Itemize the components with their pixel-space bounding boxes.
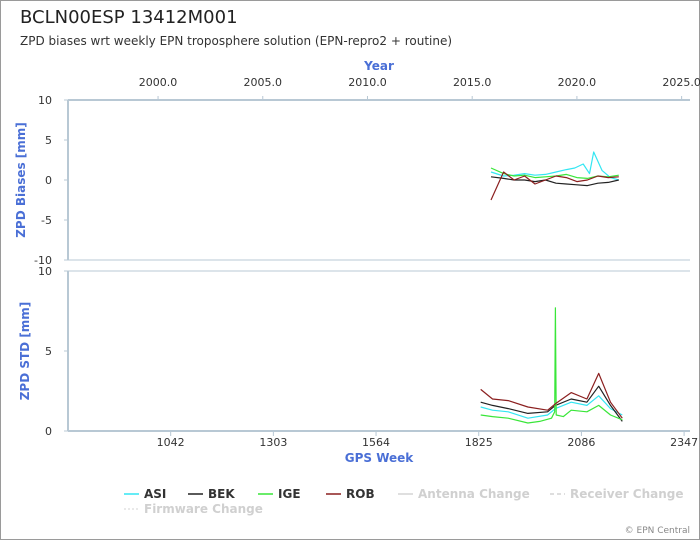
week-axis-label: GPS Week — [345, 451, 415, 465]
week-tick-label: 2086 — [567, 436, 595, 449]
std-series-rob — [480, 372, 623, 419]
week-tick-label: 1303 — [259, 436, 287, 449]
credit-text: © EPN Central — [624, 526, 690, 536]
legend-label-rob: ROB — [346, 487, 375, 501]
std-y-axis-label: ZPD STD [mm] — [18, 302, 32, 401]
bias-y-axis-label: ZPD Biases [mm] — [14, 122, 28, 238]
bias-series-rob — [490, 171, 619, 201]
legend-label-firmware-change: Firmware Change — [144, 502, 263, 516]
chart-title: BCLN00ESP 13412M001 — [20, 7, 238, 28]
std-y-tick-label: 5 — [45, 345, 52, 358]
week-tick-label: 1042 — [157, 436, 185, 449]
week-tick-label: 1564 — [362, 436, 390, 449]
bias-series-bek — [490, 176, 619, 187]
legend-label-bek: BEK — [208, 487, 235, 501]
bias-y-tick-label: -10 — [34, 254, 52, 267]
legend-label-receiver-change: Receiver Change — [570, 487, 684, 501]
std-series-asi — [480, 395, 623, 419]
std-series-ige — [480, 307, 623, 424]
year-tick-label: 2000.0 — [139, 76, 178, 89]
legend-label-ige: IGE — [278, 487, 301, 501]
bias-y-tick-label: 10 — [38, 94, 52, 107]
legend-label-antenna-change: Antenna Change — [418, 487, 530, 501]
year-tick-label: 2020.0 — [558, 76, 597, 89]
bias-y-tick-label: -5 — [41, 214, 52, 227]
year-tick-label: 2005.0 — [244, 76, 283, 89]
year-tick-label: 2015.0 — [453, 76, 492, 89]
bias-y-tick-label: 5 — [45, 134, 52, 147]
std-series-bek — [480, 385, 623, 422]
std-y-tick-label: 10 — [38, 265, 52, 278]
chart-subtitle: ZPD biases wrt weekly EPN troposphere so… — [20, 34, 453, 48]
week-tick-label: 2347 — [670, 436, 698, 449]
year-axis-label: Year — [363, 59, 394, 73]
year-tick-label: 2025.0 — [662, 76, 700, 89]
std-y-tick-label: 0 — [45, 425, 52, 438]
week-tick-label: 1825 — [465, 436, 493, 449]
legend-label-asi: ASI — [144, 487, 166, 501]
year-tick-label: 2010.0 — [348, 76, 387, 89]
bias-y-tick-label: 0 — [45, 174, 52, 187]
bias-series-asi — [490, 151, 619, 181]
